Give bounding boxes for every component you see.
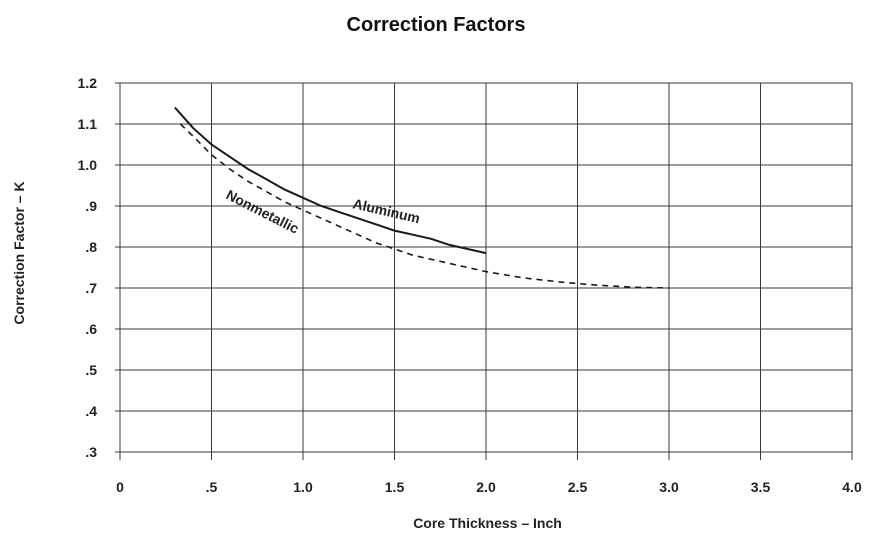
x-tick-label: 1.0 [293,479,313,495]
chart-title: Correction Factors [346,14,526,36]
y-tick-label: 1.2 [78,75,98,91]
y-tick-label: 1.0 [78,157,98,173]
y-tick-label: .8 [85,239,97,255]
tick-layer: 0 .5 1.0 1.5 2.0 2.5 3.0 3.5 4.0 1.2 1.1 1.0 .9 .8 .7.… [78,75,862,495]
y-tick-label: .4 [85,403,97,419]
series-layer [174,106,670,289]
x-tick-label: 1.5 [385,479,405,495]
series-line-aluminum [174,106,487,255]
x-tick-label: .5 [206,479,218,495]
x-tick-label: 2.0 [476,479,496,495]
series-line-nonmetallic [179,123,670,289]
x-tick-label: 3.0 [659,479,679,495]
y-tick-label: .3 [85,444,97,460]
x-axis-label: Core Thickness – Inch [413,515,562,531]
x-tick-label: 4.0 [842,479,862,495]
y-tick-label: 1.1 [78,116,98,132]
y-tick-label: .5 [85,362,97,378]
x-tick-label: 0 [116,479,124,495]
series-label-nonmetallic: Nonmetallic [224,186,302,236]
x-tick-label: 2.5 [568,479,588,495]
y-tick-label: .7 [85,280,97,296]
grid-layer [115,82,853,460]
series-label-aluminum: Aluminum [351,195,421,226]
y-tick-label: .9 [85,198,97,214]
y-tick-label: .6 [85,321,97,337]
x-tick-label: 3.5 [751,479,771,495]
